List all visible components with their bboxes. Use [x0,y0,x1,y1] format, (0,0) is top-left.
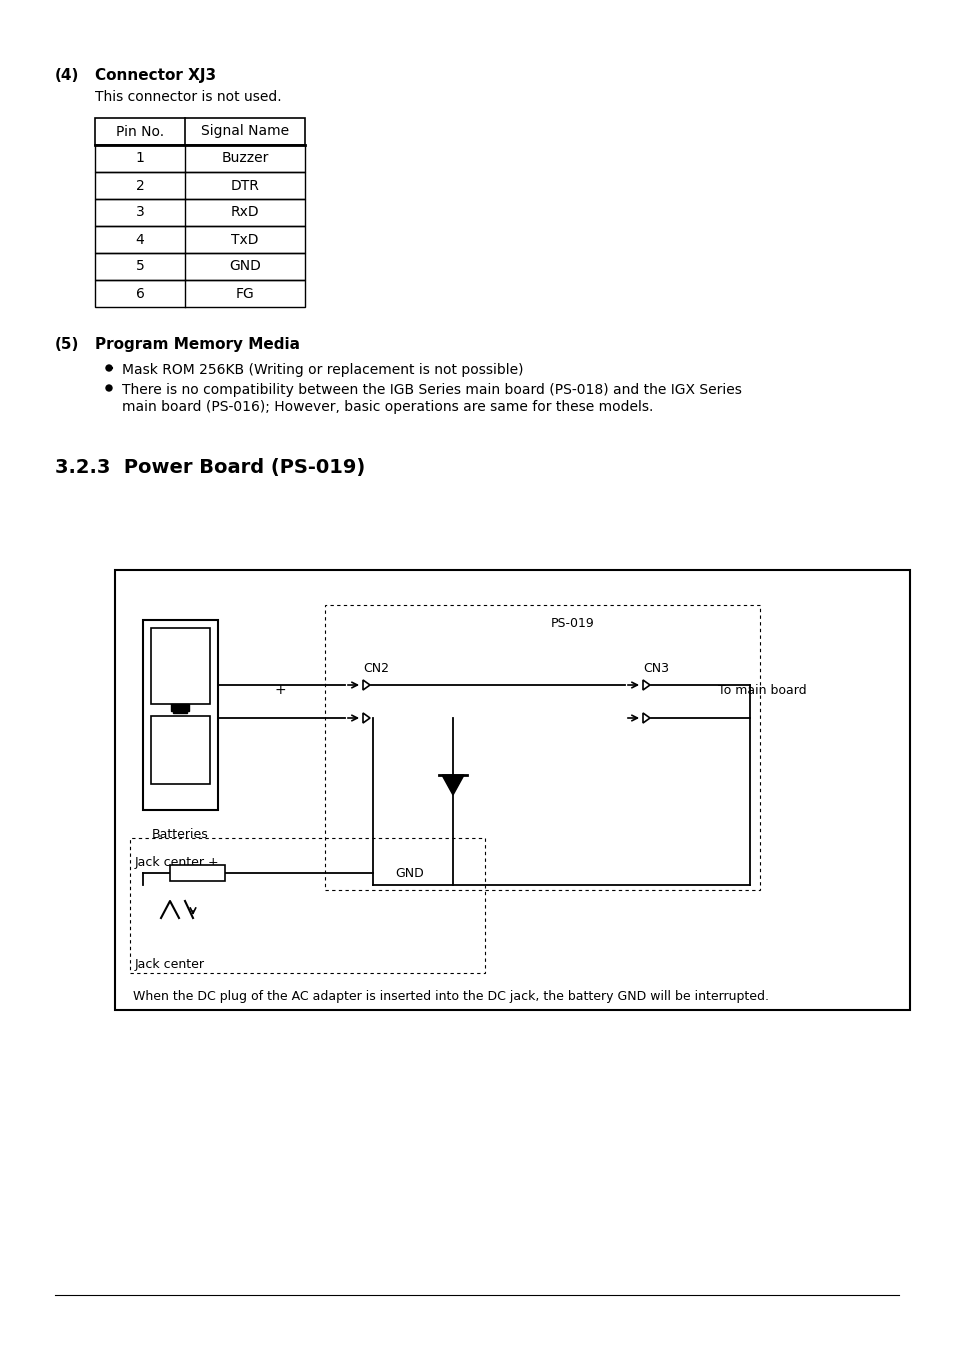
Bar [95,172,305,199]
Bar [173,707,188,713]
Polygon shape [441,775,463,794]
Text: Buzzer: Buzzer [221,151,269,166]
Text: Program Memory Media: Program Memory Media [95,336,299,353]
Circle shape [106,365,112,372]
Text: FG: FG [235,286,254,300]
Text: 4: 4 [135,232,144,246]
Text: 6: 6 [135,286,144,300]
Text: 1: 1 [135,151,144,166]
Text: (4): (4) [55,68,79,82]
Text: 3: 3 [135,205,144,219]
Bar [95,226,305,253]
Text: 2: 2 [135,178,144,192]
Text: When the DC plug of the AC adapter is inserted into the DC jack, the battery GND: When the DC plug of the AC adapter is in… [132,990,768,1002]
Text: Pin No.: Pin No. [116,124,164,139]
Text: PS-019: PS-019 [550,617,594,630]
Text: 3.2.3  Power Board (PS-019): 3.2.3 Power Board (PS-019) [55,458,365,477]
Text: Connector XJ3: Connector XJ3 [95,68,216,82]
Text: Jack center: Jack center [135,958,205,971]
Text: There is no compatibility between the IGB Series main board (PS-018) and the IGX: There is no compatibility between the IG… [122,382,741,397]
Text: (5): (5) [55,336,79,353]
Text: TxD: TxD [231,232,258,246]
Text: 5: 5 [135,259,144,273]
Bar [143,620,218,811]
Bar [130,838,484,973]
Bar [115,570,909,1011]
Text: Jack center +: Jack center + [135,857,219,869]
Text: This connector is not used.: This connector is not used. [95,91,281,104]
Bar [95,145,305,172]
Bar [151,716,210,784]
Bar [172,704,190,711]
Bar [95,280,305,307]
Text: GND: GND [229,259,261,273]
Bar [170,865,225,881]
Bar [95,199,305,226]
Text: +: + [274,684,286,697]
Text: To main board: To main board [718,684,806,697]
Text: Batteries: Batteries [152,828,209,842]
Text: DTR: DTR [231,178,259,192]
Text: Mask ROM 256KB (Writing or replacement is not possible): Mask ROM 256KB (Writing or replacement i… [122,363,523,377]
Bar [95,253,305,280]
Circle shape [106,385,112,390]
Text: Signal Name: Signal Name [201,124,289,139]
Bar [95,118,305,145]
Bar [151,628,210,704]
Bar [325,605,760,890]
Text: RxD: RxD [231,205,259,219]
Text: main board (PS-016); However, basic operations are same for these models.: main board (PS-016); However, basic oper… [122,400,653,413]
Text: CN3: CN3 [642,662,668,676]
Text: GND: GND [395,867,424,880]
Text: CN2: CN2 [363,662,389,676]
